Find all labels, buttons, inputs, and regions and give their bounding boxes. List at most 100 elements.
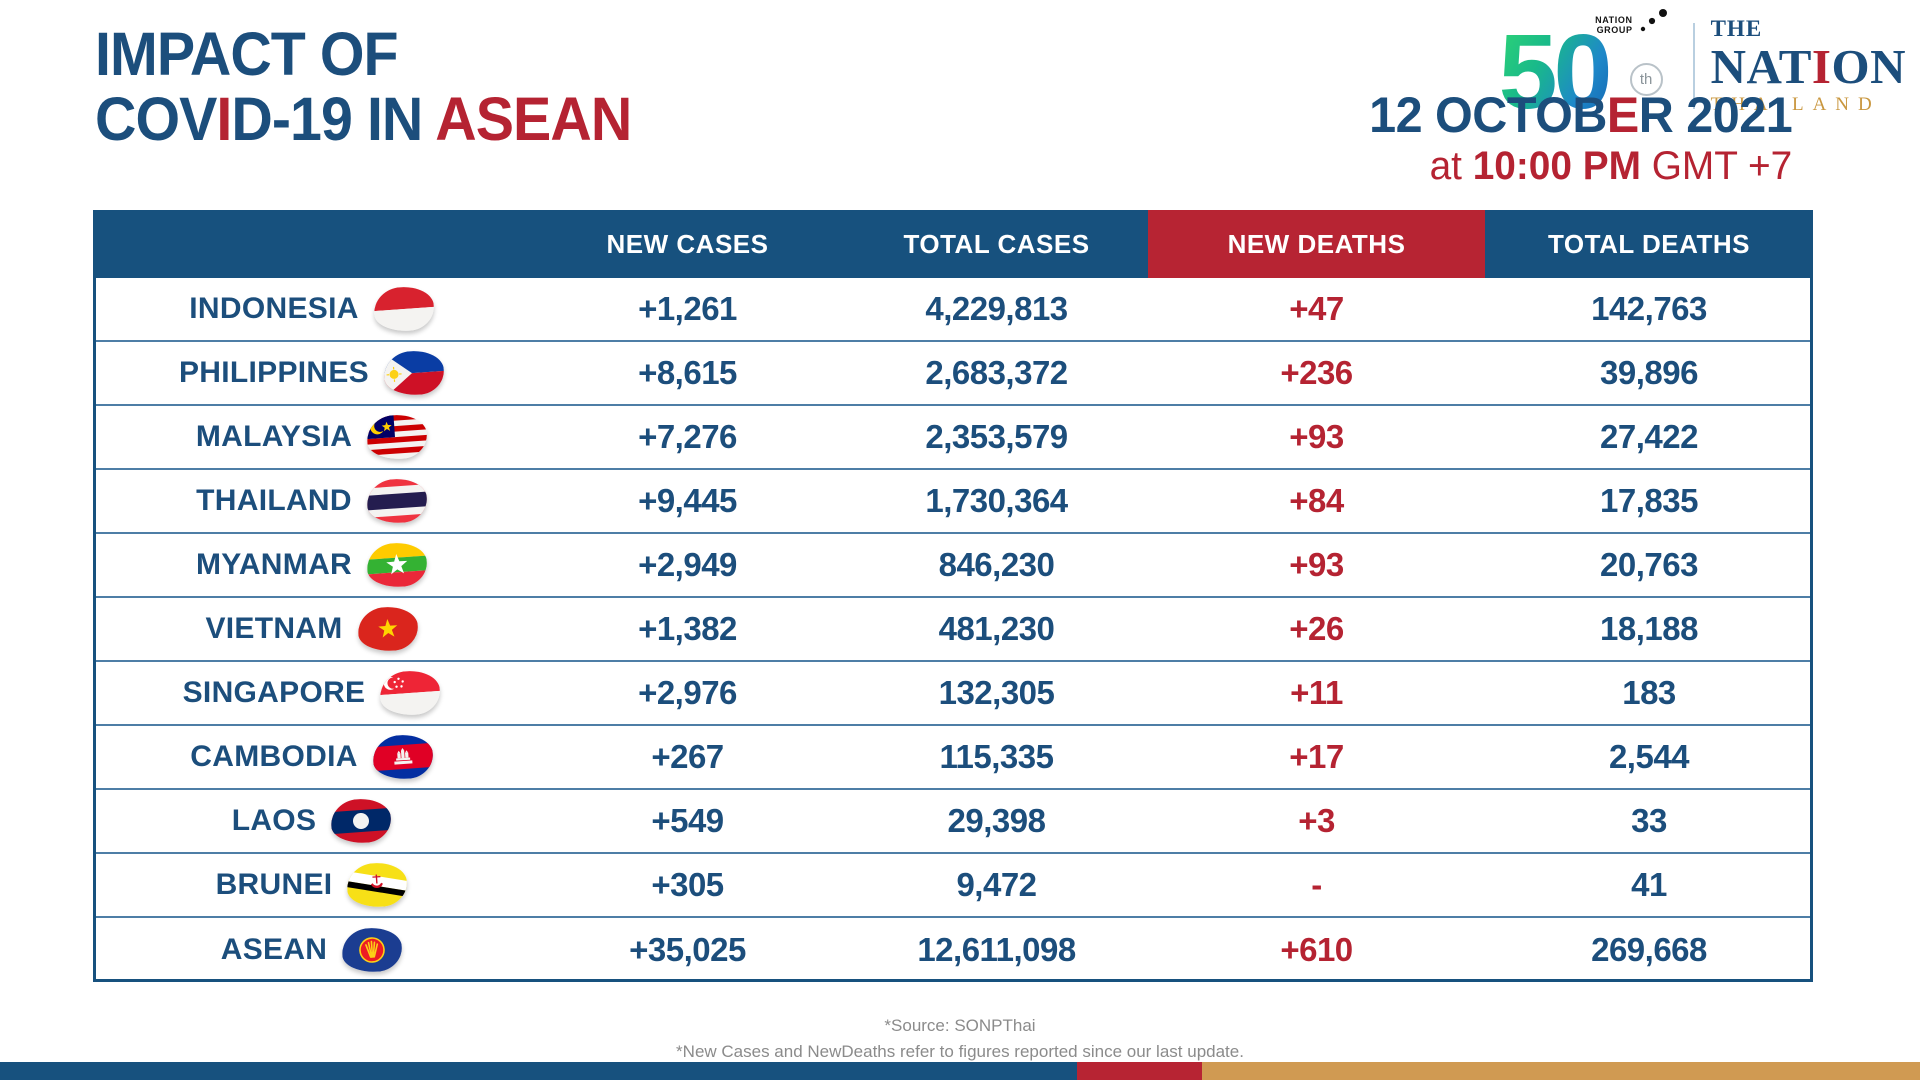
new-deaths-value: +11 bbox=[1290, 674, 1343, 711]
thailand-flag-icon bbox=[365, 476, 429, 526]
text-segment: NAT bbox=[1710, 38, 1812, 94]
total-cases-value: 2,683,372 bbox=[925, 354, 1068, 391]
country-name: PHILIPPINES bbox=[178, 356, 369, 389]
new-cases-value: +1,261 bbox=[638, 290, 737, 327]
total-cases-value: 115,335 bbox=[939, 738, 1054, 775]
new-deaths-value: +17 bbox=[1289, 738, 1344, 775]
table-row-laos: LAOS +549 29,398 +3 33 bbox=[93, 790, 1813, 854]
country-cell: PHILIPPINES bbox=[93, 342, 530, 404]
text-segment: GMT +7 bbox=[1640, 144, 1792, 188]
country-name: INDONESIA bbox=[189, 292, 359, 325]
nation-50-badge: NATION GROUP 50 th bbox=[1499, 9, 1677, 126]
country-name: ASEAN bbox=[220, 933, 328, 966]
new-cases-value: +2,976 bbox=[638, 674, 737, 711]
country-name: VIETNAM bbox=[205, 612, 343, 645]
table-row-indonesia: INDONESIA +1,261 4,229,813 +47 142,763 bbox=[93, 278, 1813, 342]
new-cases-value: +8,615 bbox=[638, 354, 737, 391]
wordmark-the: THE bbox=[1710, 15, 1763, 41]
country-name: MYANMAR bbox=[196, 548, 352, 581]
bottom-bar-gold-segment bbox=[1201, 1062, 1920, 1080]
bottom-bar-red-segment bbox=[1077, 1062, 1202, 1080]
table-body: INDONESIA +1,261 4,229,813 +47 142,763 PHILIP… bbox=[93, 278, 1813, 982]
new-cases-value: +549 bbox=[651, 802, 724, 839]
new-cases-value: +1,382 bbox=[638, 610, 737, 647]
total-cases-value: 9,472 bbox=[956, 866, 1037, 903]
total-deaths-value: 2,544 bbox=[1608, 738, 1690, 775]
total-cases-value: 2,353,579 bbox=[925, 418, 1068, 455]
country-cell: CAMBODIA bbox=[93, 726, 530, 788]
laos-flag-icon bbox=[329, 796, 393, 846]
new-cases-value: +267 bbox=[651, 738, 724, 775]
total-cases-value: 846,230 bbox=[938, 546, 1055, 583]
total-deaths-value: 27,422 bbox=[1600, 418, 1698, 455]
total-deaths-value: 17,835 bbox=[1600, 482, 1698, 519]
total-deaths-value: 18,188 bbox=[1600, 610, 1698, 647]
table-row-cambodia: CAMBODIA +267 115,335 +17 2,544 bbox=[93, 726, 1813, 790]
table-row-asean: ASEAN +35,025 12,611,098 +610 269,668 bbox=[93, 918, 1813, 982]
asean-flag-icon bbox=[340, 925, 404, 975]
nation-group-line2: GROUP bbox=[1596, 24, 1633, 35]
total-deaths-value: 33 bbox=[1631, 802, 1667, 839]
total-deaths-value: 269,668 bbox=[1591, 931, 1707, 968]
text-segment: ON bbox=[1831, 38, 1906, 94]
covid-table: NEW CASES TOTAL CASES NEW DEATHS TOTAL DEAT… bbox=[93, 210, 1813, 982]
total-cases-value: 481,230 bbox=[938, 610, 1055, 647]
table-row-malaysia: MALAYSIA +7,276 2,353,579 +93 27,422 bbox=[93, 406, 1813, 470]
country-cell: MYANMAR bbox=[93, 534, 530, 596]
nation-50th-logo: NATION GROUP 50 th THE NATION THAILAND bbox=[1499, 9, 1906, 126]
nation-group-label: NATION GROUP bbox=[1595, 15, 1633, 36]
country-name: LAOS bbox=[231, 804, 317, 837]
column-header-new-deaths: NEW DEATHS bbox=[1148, 210, 1485, 278]
vietnam-flag-icon bbox=[356, 604, 420, 654]
country-cell: ASEAN bbox=[93, 918, 530, 982]
country-name: BRUNEI bbox=[215, 868, 333, 901]
text-segment: R 2021 bbox=[1638, 87, 1793, 143]
country-cell: SINGAPORE bbox=[93, 662, 530, 724]
column-header-total-cases: TOTAL CASES bbox=[845, 210, 1148, 278]
total-deaths-value: 20,763 bbox=[1600, 546, 1698, 583]
cambodia-flag-icon bbox=[371, 732, 435, 782]
total-deaths-value: 183 bbox=[1622, 674, 1676, 711]
total-cases-value: 1,730,364 bbox=[925, 482, 1068, 519]
table-row-thailand: THAILAND +9,445 1,730,364 +84 17,835 bbox=[93, 470, 1813, 534]
country-cell: LAOS bbox=[93, 790, 530, 852]
table-row-brunei: BRUNEI +305 9,472 - 41 bbox=[93, 854, 1813, 918]
fifty-anniversary-number: 50 bbox=[1498, 13, 1613, 131]
country-cell: INDONESIA bbox=[93, 278, 530, 340]
nation-group-dots-icon bbox=[1637, 8, 1671, 39]
total-deaths-value: 39,896 bbox=[1600, 354, 1698, 391]
country-name: CAMBODIA bbox=[190, 740, 358, 773]
new-deaths-value: +47 bbox=[1289, 290, 1344, 327]
total-cases-value: 4,229,813 bbox=[925, 290, 1068, 327]
logo-divider bbox=[1692, 23, 1695, 109]
table-header-row: NEW CASES TOTAL CASES NEW DEATHS TOTAL DEAT… bbox=[93, 210, 1813, 278]
new-deaths-value: +610 bbox=[1280, 931, 1353, 968]
country-name: THAILAND bbox=[196, 484, 352, 517]
country-cell: THAILAND bbox=[93, 470, 530, 532]
country-cell: VIETNAM bbox=[93, 598, 530, 660]
country-name: SINGAPORE bbox=[182, 676, 366, 709]
page-title: IMPACT OF COVID-19 IN ASEAN bbox=[95, 22, 632, 153]
new-deaths-value: +93 bbox=[1289, 546, 1344, 583]
page-title-line1: IMPACT OF bbox=[95, 22, 631, 87]
total-cases-value: 12,611,098 bbox=[917, 931, 1076, 968]
report-time: at 10:00 PM GMT +7 bbox=[1369, 144, 1792, 189]
new-deaths-value: +84 bbox=[1289, 482, 1344, 519]
new-deaths-value: +93 bbox=[1289, 418, 1344, 455]
country-name: MALAYSIA bbox=[195, 420, 353, 453]
text-segment: 12 OCTOB bbox=[1368, 87, 1607, 143]
text-segment: ASEAN bbox=[435, 84, 632, 153]
footnotes: *Source: SONPThai *New Cases and NewDeat… bbox=[0, 1013, 1920, 1066]
wordmark-thailand: THAILAND bbox=[1710, 94, 1881, 116]
malaysia-flag-icon bbox=[365, 412, 429, 462]
new-deaths-value: +236 bbox=[1280, 354, 1353, 391]
text-segment: at bbox=[1429, 144, 1473, 188]
total-cases-value: 132,305 bbox=[938, 674, 1055, 711]
indonesia-flag-icon bbox=[372, 284, 436, 334]
report-date: 12 OCTOBER 2021 bbox=[1368, 86, 1793, 144]
philippines-flag-icon bbox=[382, 348, 446, 398]
column-header-country bbox=[93, 210, 530, 278]
text-segment: IMPACT OF bbox=[95, 20, 399, 88]
new-deaths-value: - bbox=[1311, 866, 1322, 903]
total-deaths-value: 41 bbox=[1631, 866, 1667, 903]
